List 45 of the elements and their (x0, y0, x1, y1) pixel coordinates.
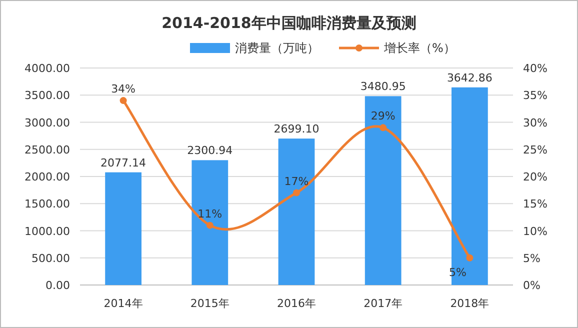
y-tick-label: 3500.00 (24, 89, 70, 102)
legend-label: 消费量（万吨） (235, 41, 319, 55)
y2-tick-label: 15% (523, 198, 548, 211)
bar (278, 138, 315, 285)
y2-tick-label: 35% (523, 89, 548, 102)
y-tick-label: 1500.00 (24, 198, 70, 211)
bar (364, 96, 402, 285)
y2-tick-label: 20% (523, 170, 548, 184)
point (293, 189, 300, 196)
data-label: 11% (198, 207, 222, 220)
point (206, 222, 214, 229)
y-tick-label: 0.00 (46, 279, 70, 292)
x-tick-label: 2016年 (277, 297, 316, 310)
y2-tick-label: 5% (523, 252, 540, 265)
data-label: 34% (111, 82, 136, 96)
data-label: 3642.86 (446, 71, 492, 84)
y2-tick-label: 10% (523, 224, 548, 238)
legend-label: 增长率（%） (383, 41, 456, 55)
y2-tick-label: 0% (523, 279, 540, 292)
bar (452, 87, 488, 285)
y-tick-label: 3000.00 (24, 116, 70, 130)
bar (192, 160, 228, 285)
data-label: 2300.94 (187, 144, 233, 158)
data-label: 29% (370, 110, 396, 123)
data-label: 3480.95 (360, 80, 406, 94)
y-tick-label: 2000.00 (24, 170, 70, 184)
point (120, 97, 127, 104)
y2-tick-label: 30% (523, 116, 548, 130)
y-tick-label: 500.00 (32, 252, 70, 265)
data-label: 2699.10 (274, 122, 320, 136)
y2-tick-label: 40% (523, 62, 548, 75)
x-tick-label: 2014年 (104, 297, 143, 310)
point (380, 124, 387, 132)
bar (105, 172, 142, 285)
point (466, 254, 474, 262)
x-tick-label: 2017年 (364, 297, 403, 310)
y-tick-label: 2500.00 (24, 143, 70, 156)
data-label: 17% (284, 174, 309, 188)
chart-title: 2014-2018年中国咖啡消费量及预测 (162, 14, 416, 32)
y-tick-label: 4000.00 (24, 62, 70, 75)
data-label: 2077.14 (100, 156, 146, 170)
y-tick-label: 1000.00 (24, 224, 70, 238)
x-tick-label: 2015年 (190, 297, 230, 310)
x-tick-label: 2018年 (450, 297, 490, 310)
y2-tick-label: 25% (523, 143, 548, 156)
